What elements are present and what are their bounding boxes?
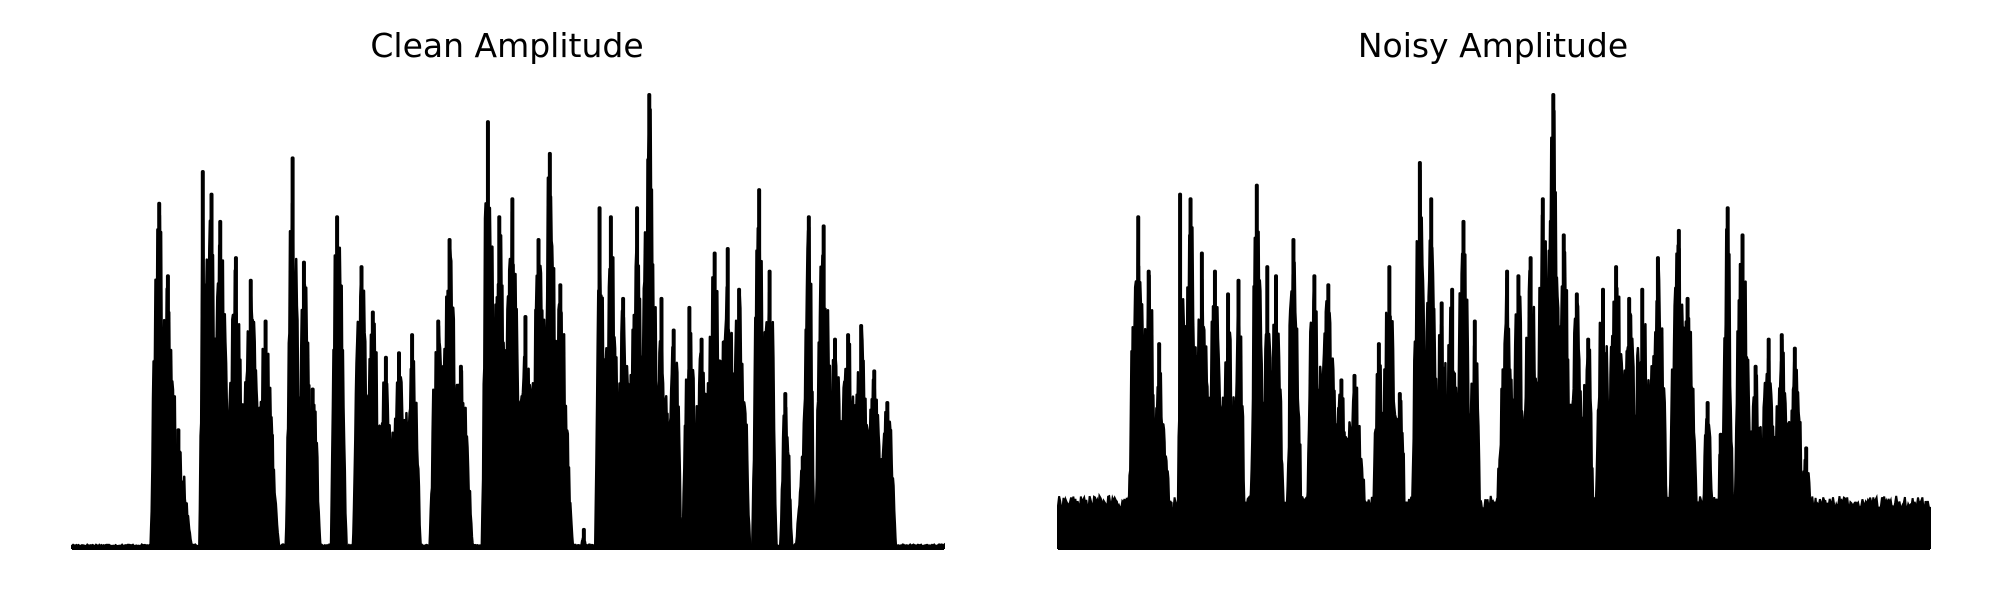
amplitude-segment [813,227,898,550]
chart-title: Clean Amplitude [370,26,644,65]
amplitude-segment [1305,282,1369,550]
amplitude-segment [750,226,778,550]
clean-amplitude-plot [71,93,945,550]
amplitude-segment [794,226,817,550]
clean-amplitude-chart: Clean Amplitude [71,26,945,550]
amplitude-segment [149,214,194,550]
amplitude-segment [1732,262,1814,550]
noisy-amplitude-chart: Noisy Amplitude [1000,0,2000,600]
chart-title: Noisy Amplitude [1357,26,1629,65]
amplitude-segment [1667,244,1701,550]
amplitude-segment [1176,226,1247,550]
noisy-amplitude-plot [1057,93,1931,550]
